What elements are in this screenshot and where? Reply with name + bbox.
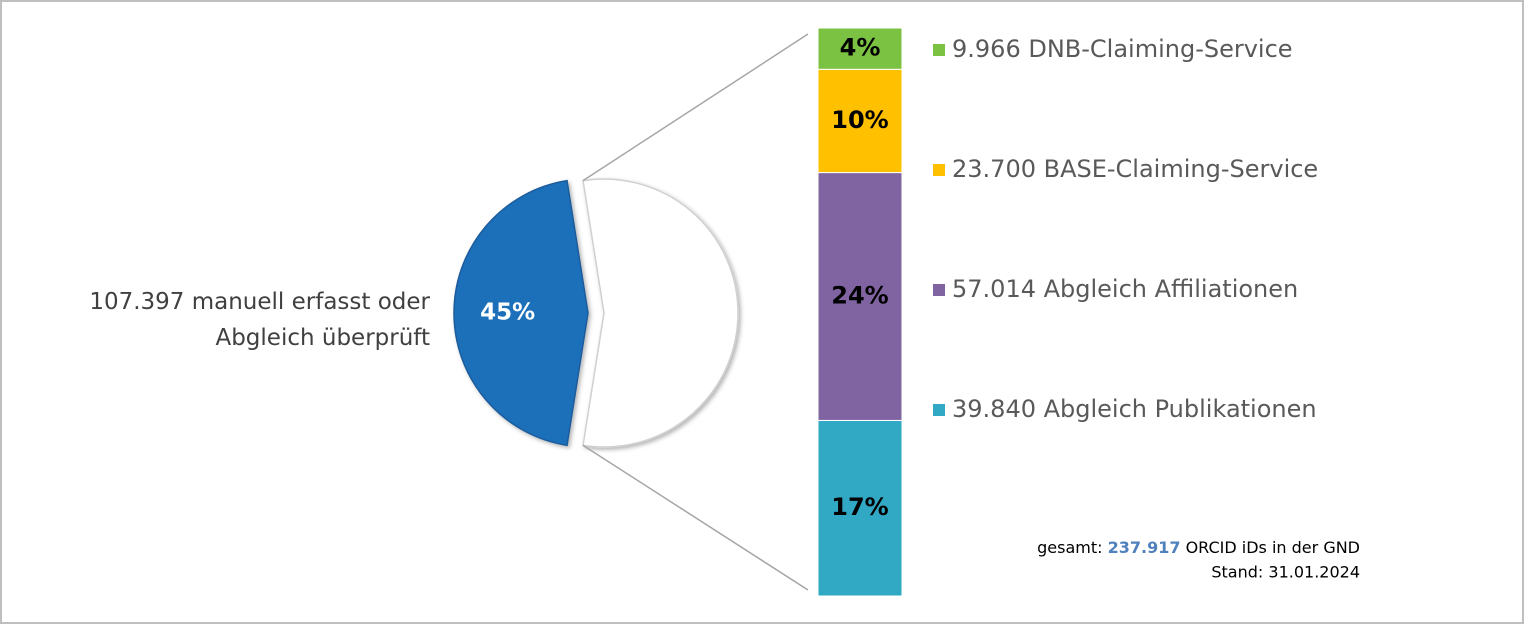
bar-segment (817, 68, 903, 174)
legend-swatch (933, 284, 945, 296)
bar-value-label: 4% (840, 34, 881, 62)
legend-swatch (933, 164, 945, 176)
pie-category-label: 107.397 manuell erfasst oder Abgleich üb… (89, 289, 430, 351)
legend-label: 57.014 Abgleich Affiliationen (952, 275, 1298, 303)
connector (582, 444, 809, 591)
legend-label: 9.966 DNB-Claiming-Service (952, 35, 1293, 63)
footer-date: Stand: 31.01.2024 (1211, 563, 1360, 582)
legend-swatch (933, 404, 945, 416)
pie-slice (453, 179, 589, 447)
pie-slice (582, 178, 739, 448)
footer-prefix: gesamt: (1037, 538, 1102, 557)
footer-total: gesamt: 237.917 ORCID iDs in der GND (1037, 538, 1360, 557)
footer-total-value: 237.917 (1108, 538, 1181, 557)
legend-label: 23.700 BASE-Claiming-Service (952, 155, 1318, 183)
bar-segment (817, 27, 903, 70)
footer-suffix: ORCID iDs in der GND (1186, 538, 1360, 557)
connector (582, 33, 809, 182)
pie-value-label: 45% (480, 300, 535, 326)
bar-value-label: 17% (831, 493, 888, 521)
legend-label: 39.840 Abgleich Publikationen (952, 395, 1317, 423)
bar-value-label: 24% (831, 282, 888, 310)
bar-segment (817, 419, 903, 597)
legend-swatch (933, 44, 945, 56)
bar-value-label: 10% (831, 106, 888, 134)
